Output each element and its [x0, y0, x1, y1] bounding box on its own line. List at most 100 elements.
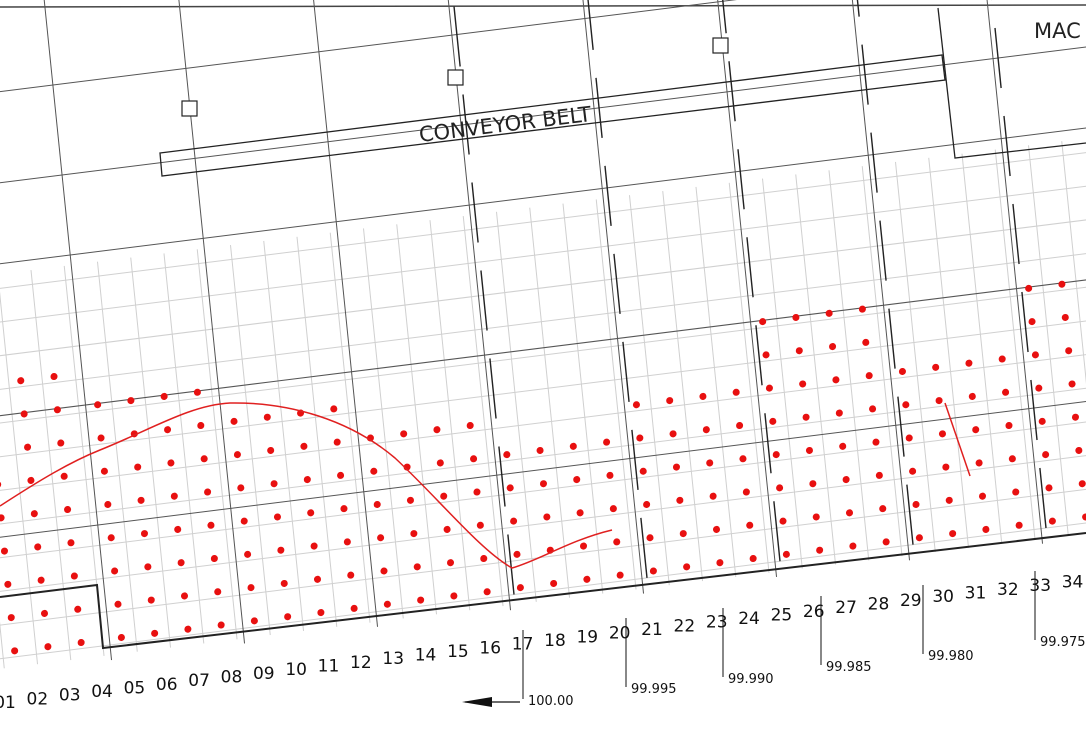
column-number: 27	[835, 598, 857, 618]
pile-dot	[938, 430, 946, 438]
pile-dot	[765, 384, 773, 392]
column-number: 06	[156, 675, 178, 695]
pile-dot	[270, 480, 278, 488]
pile-dot	[193, 388, 201, 396]
pile-dot	[503, 451, 511, 459]
pile-dot	[137, 496, 145, 504]
arrowhead	[462, 697, 492, 707]
pile-dot	[858, 305, 866, 313]
pile-dot	[862, 338, 870, 346]
pile-dot	[237, 484, 245, 492]
column-number: 33	[1029, 576, 1051, 596]
pile-dot	[646, 534, 654, 542]
pile-dot	[27, 476, 35, 484]
labels: 0102030405060708091011121314151617181920…	[0, 571, 1086, 713]
pile-dot	[240, 517, 248, 525]
pile-dot	[104, 500, 112, 509]
light-grid	[695, 186, 737, 577]
column-number: 26	[803, 602, 825, 622]
pile-dot	[875, 471, 883, 479]
pile-dot	[1002, 388, 1010, 396]
pile-dot	[639, 467, 647, 475]
column-line	[967, 0, 1044, 544]
column-number: 03	[59, 686, 81, 706]
pile-dot	[184, 625, 192, 633]
pile-dot	[350, 604, 358, 612]
pile-dot	[310, 542, 318, 550]
pile-dot	[583, 575, 591, 583]
pile-dot	[17, 377, 25, 385]
pile-dot	[383, 600, 391, 608]
elevation-label: 99.990	[728, 672, 774, 687]
light-grid	[263, 240, 305, 631]
center-line	[574, 0, 648, 578]
pile-dot	[4, 580, 12, 588]
column-number: 25	[771, 605, 793, 625]
light-grid	[861, 166, 903, 557]
column-number: 18	[544, 631, 566, 651]
column-number: 32	[997, 580, 1019, 600]
pile-dot	[24, 443, 32, 451]
column-number: 13	[382, 649, 404, 669]
light-grid	[0, 374, 1086, 530]
pile-dot	[606, 471, 614, 479]
pile-dot	[1071, 413, 1079, 421]
pile-dot	[44, 643, 52, 651]
pile-dot	[799, 380, 807, 388]
pile-dot	[164, 426, 172, 434]
column-line	[169, 0, 246, 644]
pile-dot	[160, 392, 168, 400]
pile-dot	[912, 500, 920, 509]
pile-dot	[550, 579, 558, 587]
pile-dot	[180, 592, 189, 600]
pile-dot	[872, 438, 880, 446]
light-grid	[0, 274, 39, 665]
pile-dot	[869, 405, 877, 413]
center-line	[707, 0, 781, 562]
pile-dot	[1065, 347, 1073, 355]
pile-dot	[64, 506, 72, 514]
pile-dot	[898, 367, 906, 376]
pile-dot	[513, 550, 521, 558]
pile-dot	[982, 525, 990, 533]
pile-dot	[233, 451, 241, 459]
column-number: 11	[318, 657, 340, 677]
pile-dot	[333, 438, 341, 446]
markup-curve	[944, 402, 971, 477]
pile-dot	[679, 530, 687, 538]
pile-dot	[127, 397, 135, 405]
pile-dot	[978, 492, 987, 500]
pile-dot	[53, 406, 61, 414]
pile-dot	[792, 313, 800, 321]
pile-dot	[170, 492, 178, 500]
pile-dot	[0, 547, 8, 555]
pile-dot	[347, 571, 355, 579]
light-grid	[0, 174, 1086, 331]
pile-dot	[470, 455, 478, 463]
pile-dot	[473, 488, 481, 496]
elevation-label: 99.975	[1040, 635, 1086, 650]
pile-dot	[267, 446, 275, 454]
pile-dot	[702, 426, 710, 434]
pile-dot	[845, 509, 854, 517]
pile-dot	[466, 422, 474, 430]
column-number: 07	[188, 671, 210, 691]
pile-dot	[1045, 484, 1053, 492]
pile-dot	[932, 363, 940, 371]
pile-dot	[706, 459, 714, 467]
light-grid	[130, 257, 172, 648]
pile-dot	[214, 588, 222, 596]
pile-dot	[732, 388, 740, 396]
pile-dot	[613, 538, 621, 546]
center-line	[840, 0, 914, 545]
pile-dot	[1025, 284, 1033, 292]
pile-dot	[77, 639, 85, 647]
pile-dot	[373, 500, 381, 509]
pile-dot	[343, 538, 351, 546]
pile-dot	[816, 546, 824, 554]
pile-dot	[759, 318, 767, 326]
pile-dot	[802, 413, 810, 421]
elevation-label: 100.00	[528, 694, 574, 709]
pile-dot	[669, 430, 677, 438]
pile-dot	[1031, 351, 1039, 359]
